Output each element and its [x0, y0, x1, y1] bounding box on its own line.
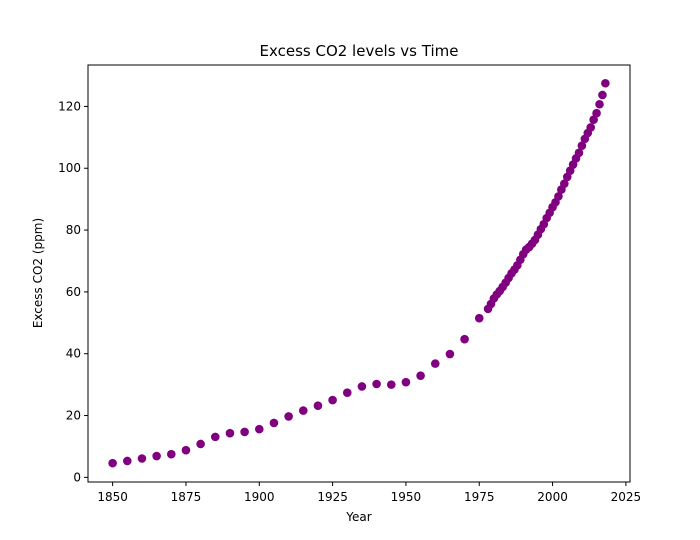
data-point	[152, 451, 161, 461]
data-point	[416, 371, 425, 380]
data-point	[123, 456, 132, 466]
data-point	[401, 377, 411, 387]
data-point	[577, 141, 587, 150]
data-point	[357, 382, 367, 391]
y-tick-label: 120	[58, 99, 81, 113]
data-point	[601, 78, 610, 88]
data-point	[430, 359, 440, 368]
data-point	[592, 108, 601, 118]
chart-title: Excess CO2 levels vs Time	[260, 42, 459, 60]
data-point	[342, 388, 352, 397]
data-point	[586, 123, 595, 132]
data-point	[240, 427, 249, 437]
x-tick-label: 1925	[317, 490, 348, 504]
data-point	[554, 192, 563, 201]
x-tick-label: 1975	[464, 490, 495, 504]
data-point	[474, 313, 484, 323]
data-point	[166, 449, 176, 459]
plot-area-frame	[87, 64, 631, 483]
x-tick-label: 1950	[391, 490, 422, 504]
x-tick-label: 2025	[611, 490, 642, 504]
data-point	[574, 148, 584, 158]
data-point	[445, 349, 455, 359]
data-point	[108, 458, 117, 468]
data-point	[210, 432, 220, 442]
y-tick-label: 20	[66, 409, 81, 423]
data-point	[225, 428, 235, 438]
data-point	[313, 401, 323, 410]
y-tick-label: 80	[66, 223, 81, 237]
data-point	[589, 115, 598, 125]
data-point	[196, 439, 205, 449]
data-point	[595, 99, 604, 109]
y-tick-label: 40	[66, 347, 81, 361]
data-point	[181, 445, 191, 455]
x-tick-label: 1850	[97, 490, 128, 504]
data-point	[298, 406, 308, 415]
data-point	[386, 380, 396, 389]
data-point	[598, 90, 607, 100]
data-point	[269, 418, 279, 428]
y-tick-label: 0	[73, 470, 81, 484]
y-tick-label: 100	[58, 161, 81, 175]
y-tick-label: 60	[66, 285, 81, 299]
data-point	[560, 179, 569, 189]
y-axis-label: Excess CO2 (ppm)	[31, 218, 45, 328]
data-point	[284, 412, 293, 421]
data-point	[460, 334, 469, 344]
x-tick-label: 1875	[171, 490, 202, 504]
data-point	[137, 454, 147, 463]
x-tick-label: 1900	[244, 490, 275, 504]
x-tick-label: 2000	[537, 490, 568, 504]
x-axis-label: Year	[345, 510, 371, 524]
data-point	[328, 395, 337, 405]
data-point	[372, 379, 381, 389]
data-point	[254, 424, 264, 434]
